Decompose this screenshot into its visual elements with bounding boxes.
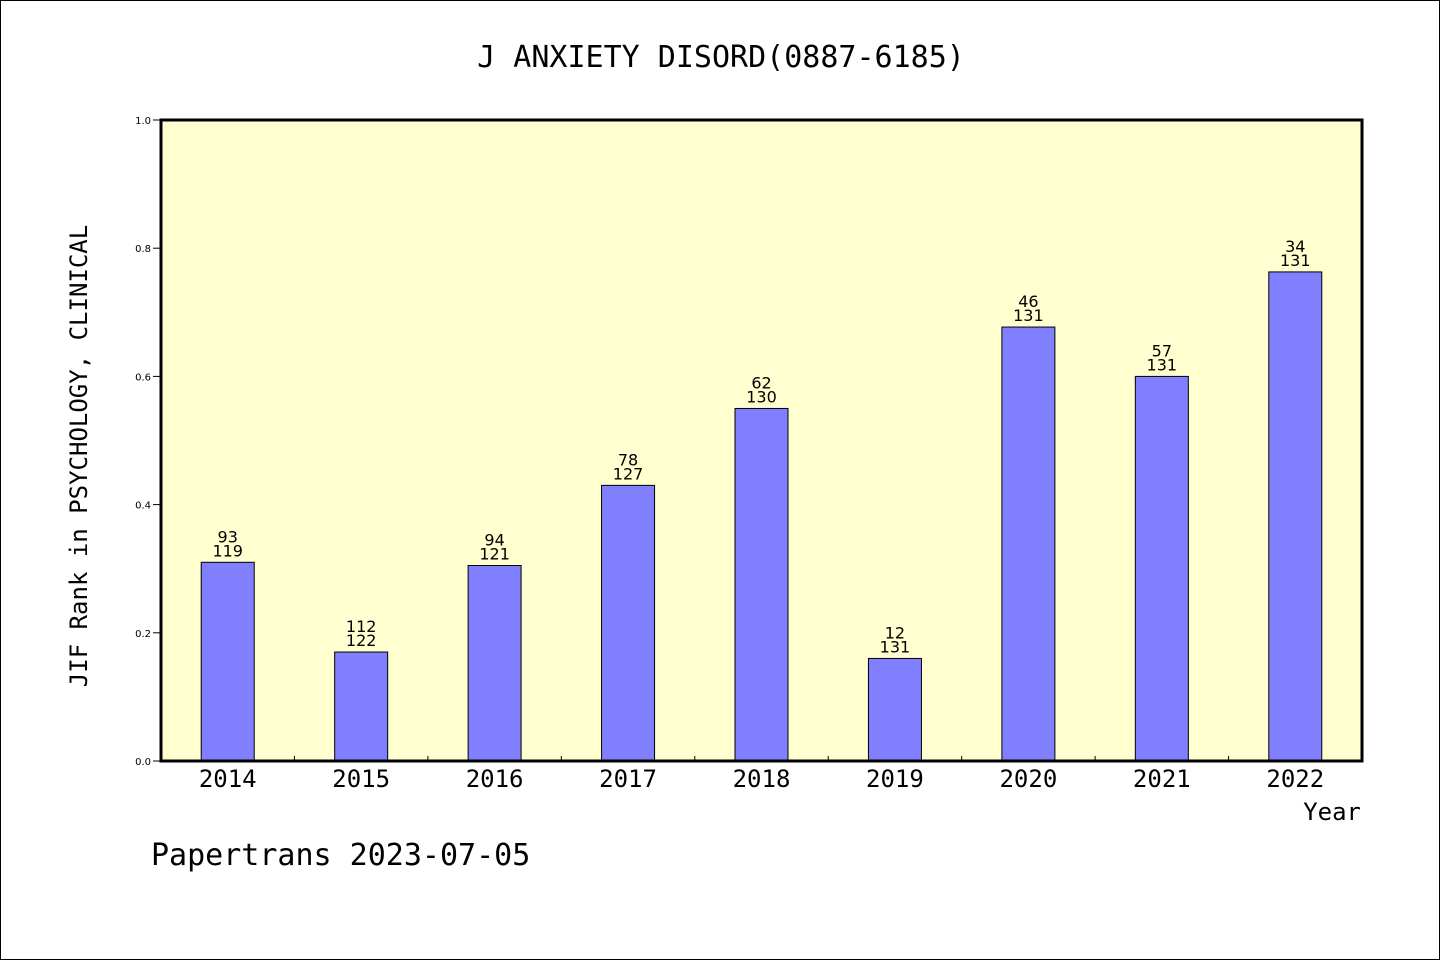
bar-rank-label: 46 — [1018, 292, 1038, 311]
bar-2017 — [601, 484, 656, 762]
footer-text: Papertrans 2023-07-05 — [151, 838, 530, 873]
bar-rank-label: 112 — [346, 617, 377, 636]
x-tick-label: 2016 — [466, 765, 524, 793]
x-tick-label: 2015 — [332, 765, 390, 793]
bar-rank-label: 62 — [751, 373, 771, 392]
bar-rank-label: 94 — [484, 530, 504, 549]
y-tick-label: 0.6 — [135, 372, 151, 383]
bar-rank-label: 93 — [218, 527, 238, 546]
bar-2015 — [334, 651, 389, 762]
x-tick-label: 2019 — [866, 765, 924, 793]
y-tick-label: 0.8 — [135, 244, 151, 255]
y-axis-label: JIF Rank in PSYCHOLOGY, CLINICAL — [65, 225, 93, 687]
bar-total-label: 121 — [479, 544, 510, 563]
bar-2020 — [1001, 326, 1056, 762]
x-tick-label: 2020 — [999, 765, 1057, 793]
bar-total-label: 119 — [212, 541, 243, 560]
y-tick-label: 0.0 — [135, 757, 151, 768]
bar-total-label: 131 — [1280, 251, 1311, 270]
bar-2016 — [467, 564, 522, 762]
y-tick-label: 0.2 — [135, 629, 151, 640]
bar-total-label: 131 — [1147, 355, 1178, 374]
bar-total-label: 127 — [613, 464, 644, 483]
x-axis-label: Year — [1303, 798, 1361, 826]
bar-rank-label: 12 — [885, 623, 905, 642]
x-tick-label: 2017 — [599, 765, 657, 793]
x-axis: 2014 2015 2016 2017 2018 2019 2020 2021 2022 — [199, 756, 1324, 793]
bar-2021 — [1134, 375, 1189, 762]
bar-rank-label: 78 — [618, 450, 638, 469]
bar-total-label: 122 — [346, 631, 377, 650]
bar-2018 — [734, 407, 789, 762]
x-tick-label: 2021 — [1133, 765, 1191, 793]
bar-rank-label: 34 — [1285, 237, 1305, 256]
bar-2019 — [867, 657, 922, 762]
bar-total-label: 131 — [1013, 306, 1044, 325]
y-tick-label: 1.0 — [135, 116, 151, 127]
x-tick-label: 2022 — [1266, 765, 1324, 793]
bar-2014 — [200, 561, 255, 762]
bar-total-label: 131 — [880, 637, 911, 656]
y-axis: 0.0 0.2 0.4 0.6 0.8 1.0 — [135, 116, 161, 768]
y-tick-label: 0.4 — [135, 501, 151, 512]
bar-2022 — [1268, 271, 1323, 762]
chart-title: J ANXIETY DISORD(0887-6185) — [477, 40, 965, 75]
bar-rank-label: 57 — [1152, 341, 1172, 360]
bar-total-label: 130 — [746, 387, 777, 406]
plot-frame — [159, 118, 1364, 763]
x-tick-label: 2018 — [733, 765, 791, 793]
x-tick-label: 2014 — [199, 765, 257, 793]
bars-group: 9311911212294121781276213012131461315713… — [200, 237, 1323, 762]
